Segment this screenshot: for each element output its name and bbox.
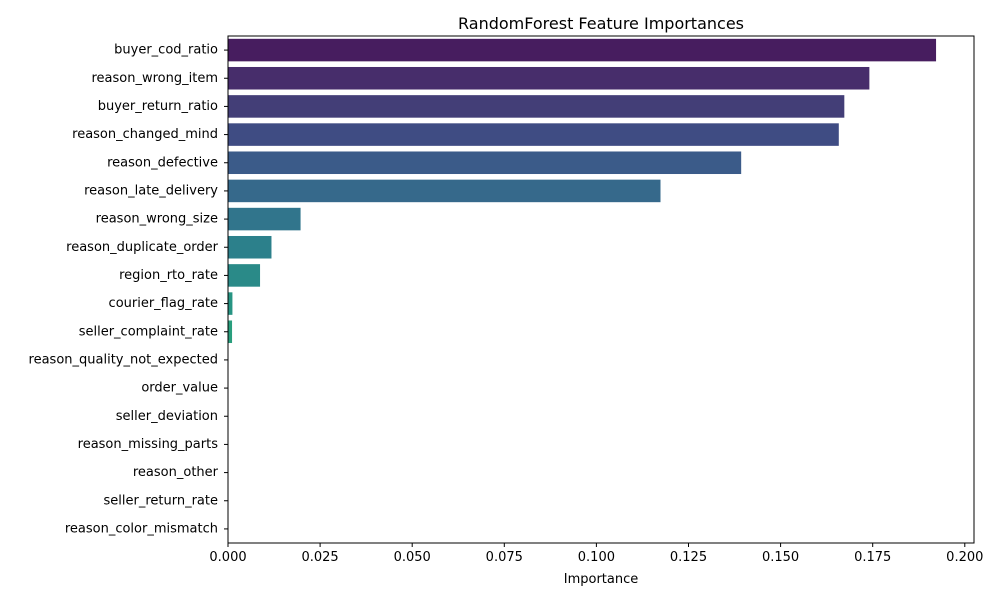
y-tick-label: reason_late_delivery — [84, 183, 218, 198]
x-tick-label: 0.175 — [854, 550, 891, 565]
x-axis-label: Importance — [564, 572, 639, 587]
y-tick-label: reason_wrong_item — [92, 71, 219, 86]
x-tick-label: 0.025 — [301, 550, 338, 565]
x-tick-label: 0.150 — [762, 550, 799, 565]
x-tick-label: 0.125 — [670, 550, 707, 565]
x-tick-label: 0.075 — [486, 550, 523, 565]
x-tick-label: 0.200 — [946, 550, 983, 565]
y-tick-label: courier_flag_rate — [109, 296, 218, 311]
x-tick-label: 0.000 — [209, 550, 246, 565]
y-tick-label: seller_return_rate — [104, 493, 219, 508]
y-tick-label: reason_quality_not_expected — [29, 352, 218, 367]
plot-frame — [227, 35, 975, 544]
y-tick-label: reason_color_mismatch — [65, 521, 218, 536]
x-axis: 0.000 0.025 0.050 0.075 0.100 0.125 0.150 0.175… — [209, 543, 983, 565]
bar-reason_wrong_item — [228, 66, 870, 90]
y-axis: buyer_cod_ratio reason_wrong_item buyer_re… — [29, 43, 228, 536]
bar-reason_late_delivery — [228, 179, 661, 203]
y-tick-label: reason_missing_parts — [78, 437, 219, 452]
y-tick-label: reason_other — [133, 465, 219, 480]
y-tick-label: reason_changed_mind — [72, 127, 218, 142]
bar-reason_wrong_size — [228, 207, 301, 231]
y-tick-label: order_value — [141, 381, 218, 396]
x-tick-label: 0.100 — [578, 550, 615, 565]
bar-reason_changed_mind — [228, 123, 839, 146]
bar-buyer_return_ratio — [228, 95, 845, 118]
y-tick-label: buyer_cod_ratio — [114, 43, 218, 58]
bar-reason_defective — [228, 151, 742, 175]
y-tick-label: reason_duplicate_order — [66, 240, 218, 255]
bar-reason_duplicate_order — [228, 235, 272, 259]
y-tick-label: seller_complaint_rate — [79, 324, 218, 339]
chart-title: RandomForest Feature Importances — [458, 14, 744, 33]
bar-region_rto_rate — [228, 264, 261, 287]
x-tick-label: 0.050 — [394, 550, 431, 565]
y-tick-label: reason_wrong_size — [96, 212, 218, 227]
bar-buyer_cod_ratio — [228, 38, 937, 62]
bar-seller_complaint_rate — [228, 320, 233, 344]
y-tick-label: buyer_return_ratio — [98, 99, 218, 114]
y-tick-label: region_rto_rate — [119, 268, 218, 283]
bars-group — [228, 38, 937, 344]
bar-courier_flag_rate — [228, 292, 233, 315]
y-tick-label: reason_defective — [107, 155, 218, 170]
y-tick-label: seller_deviation — [116, 409, 218, 424]
